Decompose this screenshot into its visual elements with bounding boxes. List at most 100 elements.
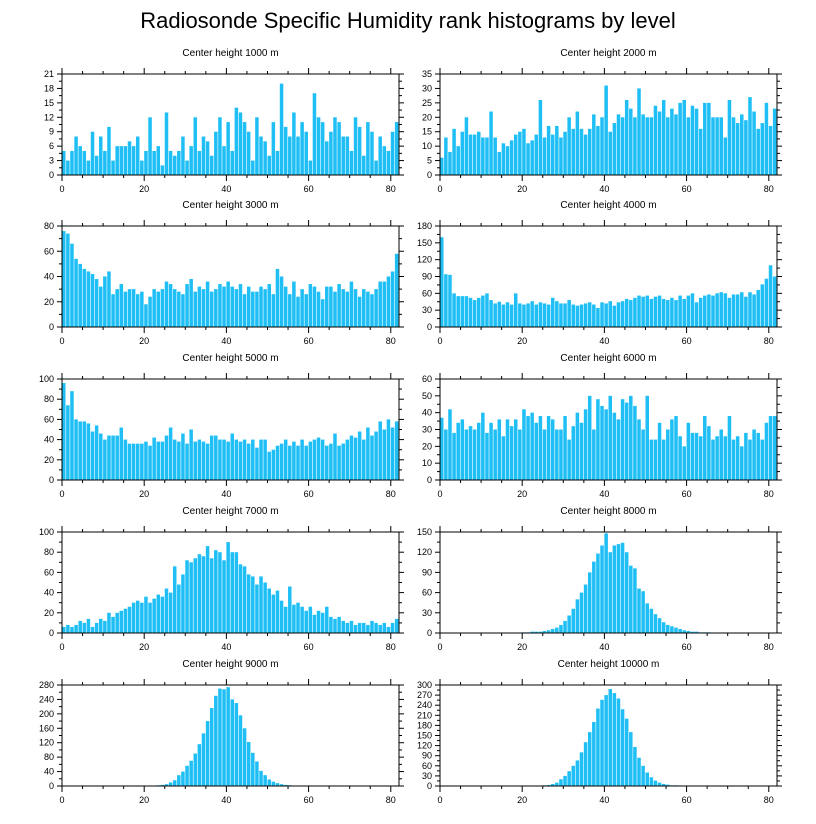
histogram-bar	[768, 265, 773, 327]
histogram-bar	[616, 114, 621, 175]
histogram-bar	[624, 402, 629, 480]
histogram-bar	[629, 108, 633, 175]
histogram-bar	[661, 439, 666, 480]
histogram-bar	[666, 300, 670, 327]
histogram-bar	[103, 620, 107, 633]
histogram-bar	[686, 422, 691, 480]
histogram-bar	[271, 122, 276, 175]
histogram-bar	[90, 273, 95, 327]
histogram-bar	[78, 146, 82, 175]
y-tick-label: 40	[44, 767, 54, 777]
histogram-bar	[382, 622, 387, 633]
histogram-bar	[374, 622, 378, 633]
histogram-bar	[608, 301, 613, 327]
histogram-bar	[715, 117, 719, 175]
histogram-bar	[107, 435, 111, 480]
histogram-bar	[279, 276, 284, 327]
histogram-bar	[481, 412, 485, 480]
histogram-bar	[345, 136, 350, 175]
histogram-bar	[555, 627, 559, 633]
histogram-bar	[189, 562, 193, 633]
histogram-bar	[563, 416, 567, 480]
x-tick-label: 0	[437, 489, 442, 499]
x-tick-label: 60	[682, 642, 692, 652]
histogram-bar	[719, 117, 723, 175]
y-tick-label: 15	[422, 127, 432, 137]
histogram-bar	[209, 435, 214, 480]
histogram-bar	[390, 427, 395, 480]
histogram-bar	[583, 134, 588, 175]
histogram-bar	[209, 155, 214, 175]
histogram-bar	[374, 289, 378, 327]
y-tick-label: 12	[44, 112, 54, 122]
histogram-bar	[123, 439, 128, 480]
x-tick-label: 20	[139, 184, 149, 194]
histogram-bar	[292, 604, 296, 633]
histogram-bar	[234, 703, 239, 786]
histogram-bar	[583, 409, 588, 480]
histogram-bar	[82, 421, 87, 480]
histogram-bar	[74, 419, 78, 480]
histogram-bar	[98, 286, 103, 327]
histogram-bar	[460, 131, 465, 175]
histogram-bar	[600, 117, 604, 175]
histogram-bar	[571, 765, 576, 786]
histogram-bar	[156, 441, 161, 480]
histogram-bar	[156, 594, 161, 633]
histogram-bar	[370, 620, 374, 633]
histogram-bar	[222, 286, 226, 327]
histogram-bar	[530, 140, 534, 175]
y-tick-label: 240	[39, 694, 54, 704]
histogram-bar	[600, 302, 604, 327]
histogram-bar	[740, 114, 744, 175]
histogram-bar	[189, 760, 193, 786]
x-tick-label: 60	[304, 489, 314, 499]
histogram-bar	[579, 752, 584, 786]
histogram-bar	[616, 698, 621, 786]
histogram-bar	[440, 417, 444, 480]
histogram-bar	[526, 143, 530, 175]
histogram-bar	[160, 596, 165, 633]
histogram-bar	[222, 439, 226, 480]
histogram-bar	[493, 137, 497, 175]
histogram-bar	[82, 268, 87, 327]
histogram-bar	[596, 307, 600, 327]
histogram-bar	[752, 111, 756, 175]
y-tick-label: 0	[427, 628, 432, 638]
histogram-bar	[168, 427, 173, 480]
histogram-bar	[148, 602, 152, 633]
y-tick-label: 30	[422, 771, 432, 781]
histogram-bar	[649, 439, 654, 480]
histogram-bar	[160, 165, 165, 175]
histogram-bar	[748, 97, 752, 175]
histogram-bar	[152, 289, 156, 327]
histogram-bar	[756, 289, 760, 327]
histogram-bar	[550, 628, 555, 633]
histogram-bar	[94, 622, 99, 633]
histogram-bar	[752, 294, 756, 327]
histogram-bar	[214, 550, 218, 633]
histogram-bar	[246, 443, 251, 480]
histogram-bar	[226, 542, 230, 633]
histogram-bar	[703, 295, 707, 327]
histogram-bar	[201, 136, 206, 175]
histogram-bar	[563, 303, 567, 327]
x-tick-label: 80	[764, 642, 774, 652]
histogram-bar	[382, 281, 387, 327]
histogram-bar	[164, 435, 169, 480]
histogram-bar	[341, 289, 345, 327]
y-tick-label: 80	[44, 547, 54, 557]
y-tick-label: 0	[49, 628, 54, 638]
histogram-bar	[571, 304, 576, 327]
y-tick-label: 40	[44, 435, 54, 445]
histogram-bar	[62, 231, 66, 327]
x-tick-label: 20	[517, 489, 527, 499]
histogram-bar	[238, 441, 243, 480]
histogram-bar	[255, 291, 259, 327]
histogram-bar	[534, 304, 539, 327]
histogram-bar	[526, 303, 530, 327]
histogram-bar	[711, 117, 715, 175]
x-tick-label: 80	[764, 489, 774, 499]
histogram-bar	[98, 433, 103, 480]
histogram-bar	[197, 554, 202, 633]
